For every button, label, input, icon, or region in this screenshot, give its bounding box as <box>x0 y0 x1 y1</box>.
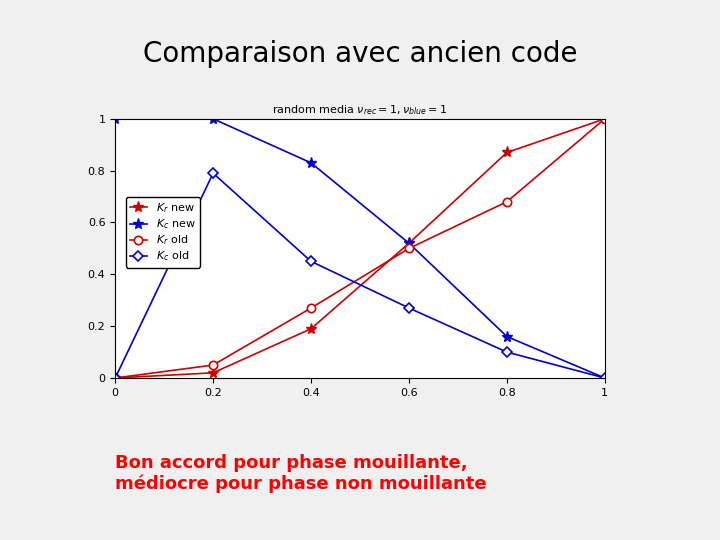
$K_c$ old <box>307 258 315 265</box>
$K_c$ old <box>405 305 413 311</box>
Line: $K_r$ old: $K_r$ old <box>111 114 609 382</box>
$K_r$ old <box>503 199 511 205</box>
Line: $K_r$ new: $K_r$ new <box>109 113 611 383</box>
$K_r$ old <box>111 375 120 381</box>
$K_r$ new <box>111 375 120 381</box>
$K_c$ new <box>405 240 413 246</box>
Legend: $K_r$ new, $K_c$ new, $K_r$ old, $K_c$ old: $K_r$ new, $K_c$ new, $K_r$ old, $K_c$ o… <box>126 197 200 268</box>
Line: $K_c$ old: $K_c$ old <box>112 170 608 381</box>
$K_c$ new <box>307 160 315 166</box>
$K_c$ old <box>209 170 217 177</box>
Text: Comparaison avec ancien code: Comparaison avec ancien code <box>143 40 577 68</box>
$K_c$ old <box>503 349 511 355</box>
$K_r$ new <box>600 116 609 122</box>
$K_c$ old <box>111 375 120 381</box>
$K_r$ new <box>307 326 315 332</box>
$K_r$ old <box>600 116 609 122</box>
$K_r$ old <box>209 362 217 368</box>
$K_c$ new <box>209 116 217 122</box>
Line: $K_c$ new: $K_c$ new <box>109 113 611 383</box>
Text: Bon accord pour phase mouillante,
médiocre pour phase non mouillante: Bon accord pour phase mouillante, médioc… <box>115 454 487 493</box>
$K_r$ old <box>405 245 413 252</box>
$K_r$ old <box>307 305 315 311</box>
$K_c$ new <box>111 116 120 122</box>
$K_r$ new <box>209 369 217 376</box>
$K_c$ old <box>600 375 609 381</box>
$K_r$ new <box>405 240 413 246</box>
$K_c$ new <box>600 375 609 381</box>
$K_r$ new <box>503 149 511 156</box>
Title: random media $\nu_{rec} = 1, \nu_{blue} = 1$: random media $\nu_{rec} = 1, \nu_{blue} … <box>272 103 448 117</box>
$K_c$ new <box>503 333 511 340</box>
